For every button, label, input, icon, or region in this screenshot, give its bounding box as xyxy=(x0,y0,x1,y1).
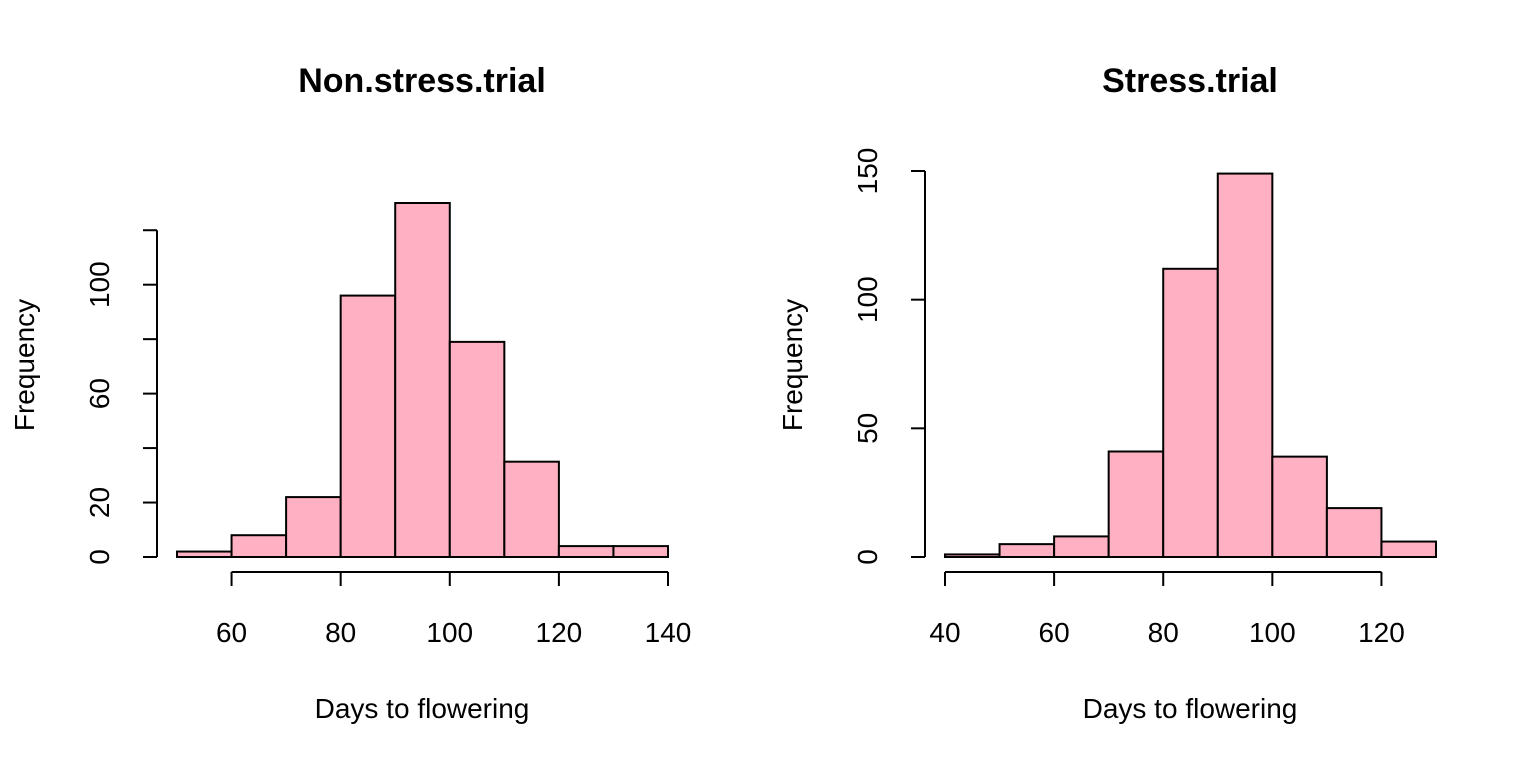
histogram-bar xyxy=(1216,172,1274,558)
histogram-bar xyxy=(176,550,233,558)
bars xyxy=(176,202,670,559)
histogram-bar xyxy=(394,202,451,558)
histogram-bar xyxy=(612,545,670,558)
histogram-bar xyxy=(230,534,288,559)
histogram-bar xyxy=(557,545,615,558)
y-axis-label: Frequency xyxy=(777,299,808,431)
y-axis: 0 20 60 100 xyxy=(84,229,158,565)
histogram-bar xyxy=(285,496,342,559)
chart-title: Non.stress.trial xyxy=(298,62,546,100)
histogram-bar xyxy=(503,460,560,559)
y-axis: 0 50 100 150 xyxy=(852,148,926,565)
bars xyxy=(944,172,1438,559)
x-axis: 60 80 100 120 140 xyxy=(216,571,692,648)
x-tick-label: 100 xyxy=(1249,617,1296,648)
x-tick-label: 120 xyxy=(1358,617,1405,648)
x-tick-label: 120 xyxy=(536,617,583,648)
histogram-bar xyxy=(1053,535,1110,558)
x-axis-label: Days to flowering xyxy=(1083,693,1298,724)
histogram-bar xyxy=(1271,455,1328,559)
histogram-bar xyxy=(944,553,1001,559)
histogram-bar xyxy=(339,294,397,558)
y-tick-label: 150 xyxy=(852,148,883,195)
x-axis-label: Days to flowering xyxy=(315,693,530,724)
histogram-bar xyxy=(1325,507,1383,558)
y-tick-label: 0 xyxy=(852,549,883,565)
x-axis: 40 60 80 100 120 xyxy=(929,571,1405,648)
chart-title: Stress.trial xyxy=(1102,62,1278,100)
y-axis-label: Frequency xyxy=(9,299,40,431)
histogram-bar xyxy=(998,543,1056,559)
x-tick-label: 60 xyxy=(216,617,247,648)
histogram-bar xyxy=(1162,267,1219,558)
histogram-panel-stress: Stress.trial Days to flowering Frequency… xyxy=(777,62,1438,724)
histogram-panel-non-stress: Non.stress.trial Days to flowering Frequ… xyxy=(9,62,691,724)
x-tick-label: 100 xyxy=(426,617,473,648)
y-tick-label: 0 xyxy=(84,549,115,565)
x-tick-label: 40 xyxy=(929,617,960,648)
x-tick-label: 140 xyxy=(645,617,692,648)
x-tick-label: 60 xyxy=(1039,617,1070,648)
histogram-bar xyxy=(448,340,506,558)
y-tick-label: 100 xyxy=(852,276,883,323)
x-tick-label: 80 xyxy=(1148,617,1179,648)
histogram-bar xyxy=(1380,540,1438,558)
y-tick-label: 100 xyxy=(84,261,115,308)
y-tick-label: 50 xyxy=(852,413,883,444)
y-tick-label: 60 xyxy=(84,378,115,409)
histogram-bar xyxy=(1107,450,1165,559)
y-tick-label: 20 xyxy=(84,487,115,518)
x-tick-label: 80 xyxy=(325,617,356,648)
